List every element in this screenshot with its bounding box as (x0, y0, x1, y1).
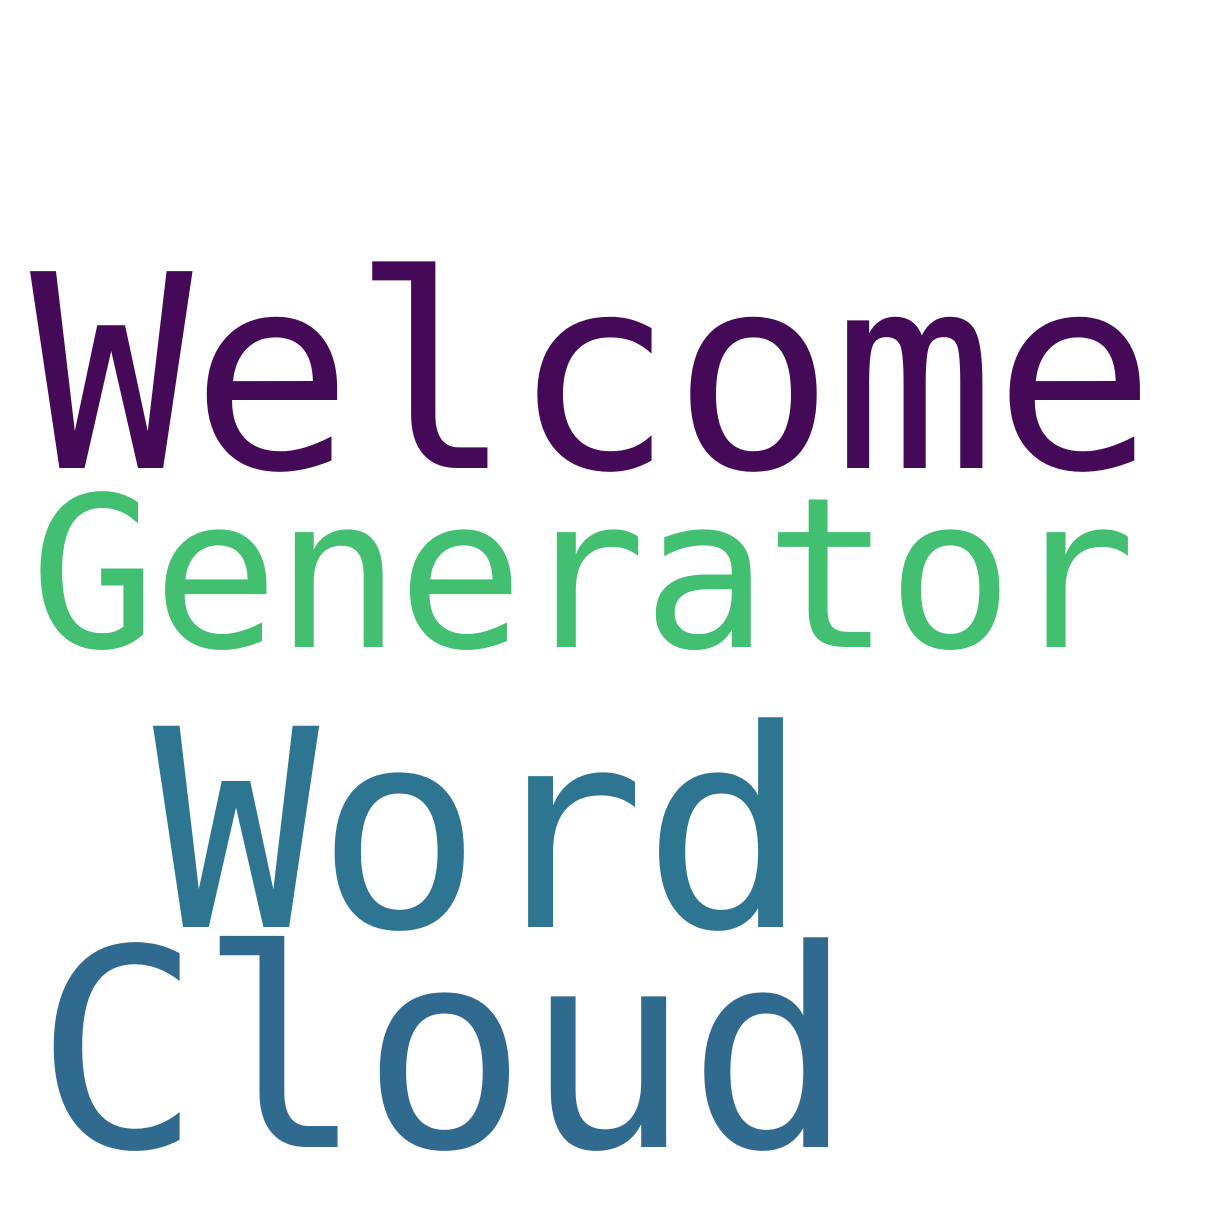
word-generator: Generator (30, 452, 1136, 697)
word-cloud-term: Cloud (35, 892, 854, 1213)
word-word: Word (153, 672, 809, 993)
word-welcome: Welcome (30, 217, 1156, 532)
